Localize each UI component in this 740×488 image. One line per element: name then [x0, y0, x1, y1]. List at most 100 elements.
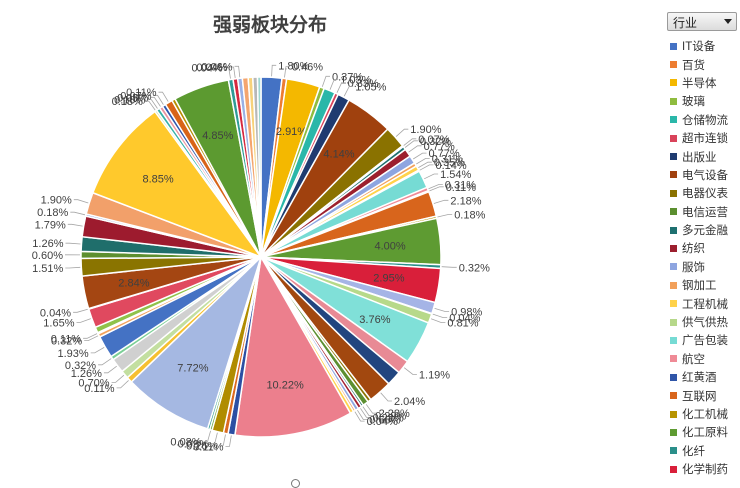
slice-data-label: 8.85%: [142, 173, 173, 185]
legend-swatch: [670, 392, 677, 399]
legend-label: 钢加工: [682, 277, 717, 293]
chart-legend: IT设备百货半导体玻璃仓储物流超市连锁出版业电气设备电器仪表电信运营多元金融纺织…: [670, 37, 740, 478]
legend-item: 电气设备: [670, 166, 740, 184]
legend-item: 化工机械: [670, 405, 740, 423]
leader-line: [442, 267, 457, 268]
legend-item: 超市连锁: [670, 129, 740, 147]
legend-label: 服饰: [682, 259, 705, 275]
leader-line: [66, 243, 81, 244]
leader-line: [404, 139, 417, 146]
leader-line: [322, 76, 330, 86]
leader-line: [159, 92, 169, 101]
legend-swatch: [670, 337, 677, 344]
legend-label: IT设备: [682, 38, 715, 54]
slice-data-label: 2.84%: [118, 278, 149, 290]
legend-label: 航空: [682, 351, 705, 367]
legend-swatch: [670, 374, 677, 381]
legend-swatch: [670, 282, 677, 289]
pie-chart: 1.80%0.46%2.91%0.37%1.03%0.33%1.05%4.14%…: [0, 0, 660, 485]
leader-line: [91, 347, 105, 353]
slice-data-label: 1.19%: [419, 370, 450, 382]
legend-label: 广告包装: [682, 332, 728, 348]
legend-item: 电器仪表: [670, 184, 740, 202]
slice-data-label: 0.08%: [170, 436, 201, 448]
chevron-down-icon: [724, 19, 732, 24]
legend-swatch: [670, 171, 677, 178]
legend-swatch: [670, 466, 677, 473]
leader-line: [73, 309, 88, 312]
legend-label: 供气供热: [682, 314, 728, 330]
slice-data-label: 3.76%: [359, 314, 390, 326]
legend-swatch: [670, 79, 677, 86]
slice-data-label: 4.85%: [202, 130, 233, 142]
slice-data-label: 7.72%: [177, 362, 208, 374]
slice-data-label: 4.14%: [323, 149, 354, 161]
legend-swatch: [670, 135, 677, 142]
slice-data-label: 2.04%: [394, 396, 425, 408]
leader-line: [77, 319, 91, 323]
legend-label: 电信运营: [682, 204, 728, 220]
legend-swatch: [670, 300, 677, 307]
horizontal-scroll-handle[interactable]: [291, 479, 300, 488]
legend-label: 纺织: [682, 240, 705, 256]
slice-data-label: 10.22%: [266, 379, 304, 391]
leader-line: [98, 359, 111, 365]
legend-item: 仓储物流: [670, 111, 740, 129]
legend-label: 化纤: [682, 443, 705, 459]
legend-item: 红黄酒: [670, 368, 740, 386]
slice-data-label: 0.11%: [446, 182, 477, 194]
legend-item: 多元金融: [670, 221, 740, 239]
legend-item: 出版业: [670, 147, 740, 165]
slice-data-label: 0.32%: [65, 360, 96, 372]
leader-line: [65, 267, 80, 268]
legend-swatch: [670, 319, 677, 326]
slice-data-label: 0.32%: [459, 262, 490, 274]
legend-item: IT设备: [670, 37, 740, 55]
legend-swatch: [670, 43, 677, 50]
leader-line: [381, 393, 392, 401]
slice-data-label: 4.00%: [374, 241, 405, 253]
legend-label: 出版业: [682, 149, 717, 165]
slice-data-label: 0.04%: [367, 416, 398, 428]
leader-line: [438, 215, 453, 218]
slice-data-label: 0.18%: [454, 210, 485, 222]
legend-item: 工程机械: [670, 294, 740, 312]
leader-line: [396, 129, 408, 136]
industry-filter-label: 行业: [673, 16, 697, 30]
legend-label: 互联网: [682, 388, 717, 404]
legend-swatch: [670, 227, 677, 234]
legend-item: 广告包装: [670, 331, 740, 349]
legend-swatch: [670, 208, 677, 215]
legend-label: 电气设备: [682, 167, 728, 183]
legend-label: 电器仪表: [682, 185, 728, 201]
legend-label: 多元金融: [682, 222, 728, 238]
legend-label: 玻璃: [682, 93, 705, 109]
legend-label: 半导体: [682, 75, 717, 91]
slice-data-label: 1.26%: [32, 238, 63, 250]
legend-item: 钢加工: [670, 276, 740, 294]
slice-data-label: 0.04%: [40, 307, 71, 319]
leader-line: [226, 436, 232, 447]
leader-line: [104, 366, 117, 373]
legend-label: 工程机械: [682, 296, 728, 312]
legend-item: 化学制药: [670, 460, 740, 478]
slice-data-label: 0.60%: [32, 250, 63, 262]
industry-filter-dropdown[interactable]: 行业: [667, 12, 737, 31]
slice-data-label: 0.11%: [126, 87, 157, 99]
legend-swatch: [670, 355, 677, 362]
legend-label: 百货: [682, 57, 705, 73]
leader-line: [235, 66, 240, 77]
legend-swatch: [670, 190, 677, 197]
legend-label: 红黄酒: [682, 369, 717, 385]
legend-swatch: [670, 245, 677, 252]
legend-swatch: [670, 447, 677, 454]
leader-line: [434, 200, 449, 203]
legend-item: 电信运营: [670, 203, 740, 221]
leader-line: [404, 368, 417, 375]
slice-data-label: 0.06%: [201, 61, 232, 73]
leader-line: [272, 65, 277, 76]
slice-data-label: 0.46%: [292, 62, 323, 74]
legend-swatch: [670, 153, 677, 160]
legend-item: 服饰: [670, 258, 740, 276]
legend-label: 超市连锁: [682, 130, 728, 146]
